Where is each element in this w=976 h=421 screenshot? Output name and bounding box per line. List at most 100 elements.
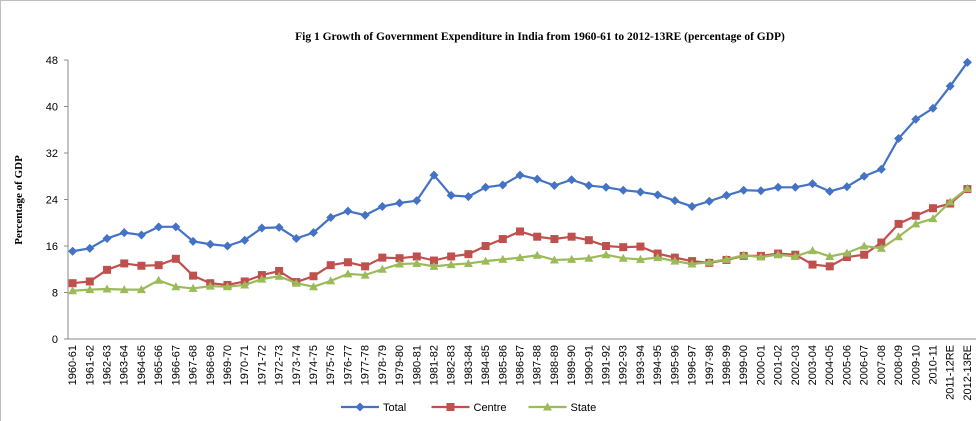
x-tick-label: 2012-13RE xyxy=(962,345,974,401)
data-point xyxy=(102,284,112,293)
data-point xyxy=(189,271,198,280)
data-point xyxy=(309,272,318,281)
data-point xyxy=(550,235,559,244)
data-point xyxy=(85,243,95,253)
data-point xyxy=(257,274,267,283)
data-point xyxy=(515,253,525,262)
data-point xyxy=(602,242,611,250)
data-point xyxy=(670,256,680,265)
legend-label: State xyxy=(571,402,597,414)
data-point xyxy=(928,214,938,223)
series-line xyxy=(72,188,969,287)
x-tick-label: 2004-05 xyxy=(824,345,836,385)
data-point xyxy=(516,227,524,236)
data-point xyxy=(136,230,146,240)
data-point xyxy=(704,257,714,266)
data-point xyxy=(532,174,542,184)
data-point xyxy=(377,201,387,211)
data-point xyxy=(687,201,697,211)
data-point xyxy=(894,219,903,228)
x-tick-label: 2003-04 xyxy=(807,345,819,385)
y-tick-label: 48 xyxy=(46,55,58,67)
data-point xyxy=(945,81,955,91)
x-tick-label: 1998-99 xyxy=(721,345,733,385)
y-tick-label: 40 xyxy=(46,102,58,114)
data-point xyxy=(446,260,456,269)
x-tick-label: 1961-62 xyxy=(84,345,96,385)
x-tick-label: 1979-80 xyxy=(394,345,406,385)
data-point xyxy=(808,179,818,189)
data-point xyxy=(808,260,817,269)
x-tick-label: 1963-64 xyxy=(119,345,131,385)
data-point xyxy=(567,232,576,241)
data-point xyxy=(154,222,164,232)
data-point xyxy=(188,236,198,246)
x-tick-label: 1976-77 xyxy=(342,345,354,385)
x-tick-label: 1965-66 xyxy=(153,345,165,385)
data-point xyxy=(274,271,284,280)
data-point xyxy=(154,275,164,284)
x-tick-label: 1982-83 xyxy=(446,345,458,385)
data-point xyxy=(343,269,353,278)
x-tick-label: 2011-12RE xyxy=(945,345,957,400)
data-point xyxy=(412,196,422,206)
data-point xyxy=(275,266,284,275)
x-tick-label: 1995-96 xyxy=(669,345,681,385)
data-point xyxy=(171,222,181,232)
y-axis-label: Percentage of GDP xyxy=(13,155,25,245)
data-point xyxy=(808,246,818,255)
x-tick-label: 1994-95 xyxy=(652,345,664,385)
data-point xyxy=(395,254,404,263)
data-point xyxy=(360,210,370,220)
x-tick-label: 1980-81 xyxy=(411,345,423,385)
data-point xyxy=(945,197,955,206)
data-point xyxy=(773,182,783,192)
x-tick-label: 2001-02 xyxy=(773,345,785,385)
x-tick-label: 1960-61 xyxy=(67,345,79,385)
data-point xyxy=(635,254,645,263)
data-point xyxy=(377,264,387,273)
x-tick-label: 1984-85 xyxy=(480,345,492,385)
data-point xyxy=(876,164,886,174)
data-point xyxy=(188,283,198,292)
x-tick-label: 1985-86 xyxy=(497,345,509,385)
data-point xyxy=(877,238,886,247)
data-point xyxy=(653,253,663,262)
x-tick-label: 1989-90 xyxy=(566,345,578,385)
data-point xyxy=(154,261,163,270)
x-tick-label: 2006-07 xyxy=(859,345,871,385)
data-point xyxy=(962,183,972,192)
data-point xyxy=(136,285,146,294)
data-point xyxy=(463,192,473,202)
x-tick-label: 1964-65 xyxy=(136,345,148,385)
data-point xyxy=(222,282,232,291)
x-tick-label: 2002-03 xyxy=(790,345,802,385)
data-point xyxy=(395,198,405,208)
data-point xyxy=(859,241,869,250)
data-point xyxy=(447,252,456,261)
data-point xyxy=(721,190,731,200)
legend-item: State xyxy=(528,402,597,414)
y-tick-label: 16 xyxy=(46,241,58,253)
legend-item: Total xyxy=(341,402,406,414)
data-point xyxy=(274,222,284,232)
data-point xyxy=(618,253,628,262)
data-point xyxy=(326,261,335,270)
x-tick-label: 1972-73 xyxy=(274,345,286,385)
data-point xyxy=(584,253,594,262)
legend-label: Total xyxy=(383,402,406,414)
data-point xyxy=(137,261,146,270)
data-point xyxy=(103,265,112,274)
data-point xyxy=(601,182,611,192)
data-point xyxy=(825,262,834,271)
data-point xyxy=(842,182,852,192)
x-tick-label: 1968-69 xyxy=(205,345,217,385)
data-point xyxy=(378,253,387,262)
data-point xyxy=(739,250,749,259)
y-tick-label: 24 xyxy=(46,195,58,207)
data-point xyxy=(601,250,611,259)
y-tick-label: 0 xyxy=(52,334,58,346)
